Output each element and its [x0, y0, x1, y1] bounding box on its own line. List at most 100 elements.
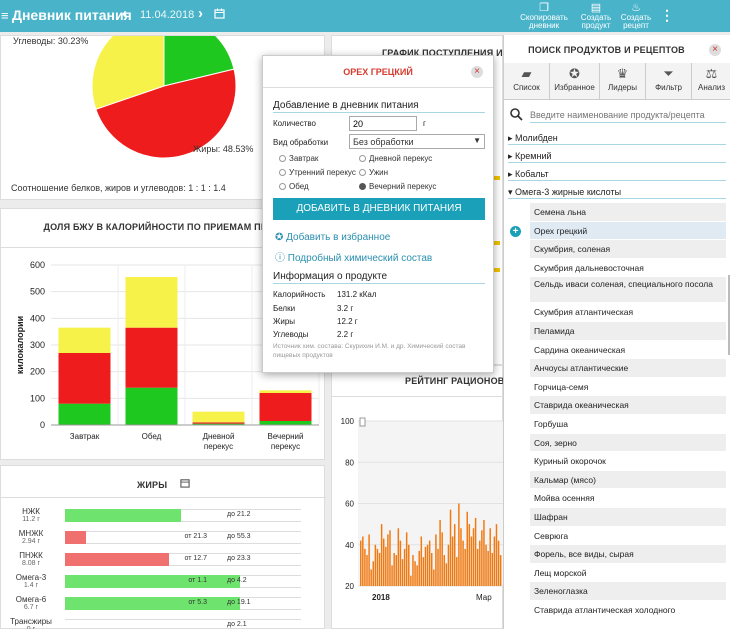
product-item[interactable]: Пеламида	[530, 322, 726, 341]
rating-bar	[378, 553, 381, 586]
fat-to: до 55.3	[227, 533, 251, 540]
fat-label: Жиры	[273, 317, 296, 326]
rating-title: Рейтинг рационов п	[405, 376, 514, 386]
product-item[interactable]: Кальмар (мясо)	[530, 470, 726, 490]
create-product-button[interactable]: ▤ Создать продукт	[576, 2, 616, 30]
rating-bar	[468, 524, 471, 586]
tab-filter[interactable]: ⏷ Фильтр	[646, 63, 692, 99]
product-item[interactable]: Анчоусы атлантические	[530, 359, 726, 378]
radio-icon	[279, 155, 286, 162]
product-item[interactable]: Соя, зерно	[530, 433, 726, 453]
menu-icon[interactable]: ≡	[1, 8, 9, 23]
product-item[interactable]: Куриный окорочок	[530, 452, 726, 471]
product-item[interactable]: Сельдь иваси соленая, специального посол…	[530, 277, 726, 304]
fat-row: Трансжиры0 г до 2.1	[1, 617, 326, 629]
product-item[interactable]: Скумбрия дальневосточная	[530, 259, 726, 278]
bar-segment-3-2	[259, 390, 312, 393]
category-item[interactable]: ▸ Молибден	[508, 131, 726, 145]
product-item[interactable]: Сардина океаническая	[530, 341, 726, 360]
popup-title: Орех грецкий	[263, 56, 493, 88]
category-item[interactable]: ▸ Кобальт	[508, 167, 726, 181]
product-item[interactable]: Горбуша	[530, 415, 726, 434]
calendar-icon[interactable]	[180, 479, 190, 490]
create-recipe-button[interactable]: ♨ Создать рецепт	[618, 2, 654, 30]
add-to-diary-button[interactable]: ДОБАВИТЬ В ДНЕВНИК ПИТАНИЯ	[273, 198, 485, 220]
x-tick-label: Завтрак	[70, 432, 100, 441]
processing-select[interactable]: Без обработки ▼	[349, 134, 485, 149]
product-item[interactable]: Скумбрия атлантическая	[530, 303, 726, 322]
rating-bar	[476, 548, 479, 586]
meal-radio-evening-snack[interactable]: Вечерний перекус	[359, 182, 436, 191]
fat-label: Жиры: 48.53%	[193, 144, 254, 154]
tab-favorites[interactable]: ✪ Избранное	[550, 63, 600, 99]
search-input[interactable]	[530, 107, 726, 123]
bar-segment-2-0	[192, 423, 245, 425]
rating-bar	[441, 532, 443, 586]
more-menu-icon[interactable]: ⋮	[660, 7, 674, 23]
tab-list[interactable]: ▰ Список	[504, 63, 550, 99]
close-icon[interactable]: ×	[471, 66, 483, 78]
meal-radio-morning-snack[interactable]: Утренний перекус	[279, 168, 356, 177]
divider	[1, 247, 326, 248]
current-date[interactable]: 11.04.2018	[140, 9, 195, 21]
quantity-input[interactable]	[349, 116, 417, 131]
meal-label: Ужин	[369, 168, 389, 177]
product-item[interactable]: Севрюга	[530, 527, 726, 546]
rating-bar	[393, 553, 395, 586]
rating-bar	[479, 540, 481, 586]
scrollbar[interactable]	[728, 275, 730, 355]
fat-name: Омега-6	[15, 595, 47, 604]
bar-segment-0-0	[58, 403, 111, 425]
product-item[interactable]: Шафран	[530, 508, 726, 527]
tab-analysis[interactable]: ⚖ Анализ	[692, 63, 730, 99]
product-item[interactable]: Скумбрия, соленая	[530, 240, 726, 259]
rating-bar	[382, 538, 385, 586]
rating-bar	[397, 528, 400, 586]
category-item[interactable]: ▾ Омега-3 жирные кислоты	[508, 185, 726, 199]
rating-bar	[431, 553, 433, 586]
rating-bar	[385, 546, 387, 586]
x-tick-label: перекус	[271, 442, 300, 451]
chevron-down-icon: ▼	[473, 136, 481, 145]
radio-checked-icon	[359, 183, 366, 190]
rating-bar	[368, 534, 370, 586]
tab-label: Избранное	[554, 83, 595, 92]
prev-day-button[interactable]: ‹	[122, 5, 127, 22]
calendar-icon[interactable]	[214, 8, 225, 22]
tab-leaders[interactable]: ♛ Лидеры	[600, 63, 646, 99]
next-day-button[interactable]: ›	[198, 5, 203, 22]
copy-diary-button[interactable]: ❐ Скопировать дневник	[516, 2, 572, 30]
product-item[interactable]: Семена льна	[530, 203, 726, 222]
y-tick-label: 300	[30, 340, 45, 350]
meal-radio-breakfast[interactable]: Завтрак	[279, 154, 318, 163]
chart-mark	[494, 268, 500, 272]
close-icon[interactable]: ×	[709, 44, 721, 56]
product-item[interactable]: Горчица-семя	[530, 378, 726, 397]
product-item[interactable]: Лещ морской	[530, 564, 726, 583]
product-item[interactable]: Ставрида атлантическая холодного	[530, 601, 726, 620]
meal-radio-afternoon-snack[interactable]: Дневной перекус	[359, 154, 432, 163]
add-section-title: Добавление в дневник питания	[273, 100, 485, 113]
product-item[interactable]: Ставрида океаническая	[530, 396, 726, 415]
range-handle[interactable]	[359, 417, 366, 427]
fat-amount: 11.2 г	[22, 516, 40, 523]
product-item[interactable]: Форель, все виды, сырая	[530, 545, 726, 564]
add-favorite-link[interactable]: ✪ Добавить в избранное	[275, 232, 390, 243]
chem-composition-link[interactable]: ⓘ Подробный химический состав	[275, 249, 432, 264]
rating-bar	[499, 555, 502, 586]
rating-bar	[412, 555, 414, 586]
radio-icon	[359, 155, 366, 162]
rating-bar	[401, 559, 404, 586]
meal-radio-dinner[interactable]: Ужин	[359, 168, 388, 177]
divider	[504, 99, 730, 100]
rating-bar	[387, 534, 389, 586]
add-icon[interactable]: +	[510, 225, 521, 237]
category-item[interactable]: ▸ Кремний	[508, 149, 726, 163]
meal-radio-lunch[interactable]: Обед	[279, 182, 309, 191]
product-item[interactable]: Орех грецкий	[530, 221, 726, 241]
product-item[interactable]: Мойва осенняя	[530, 489, 726, 508]
y-tick-label: 400	[30, 313, 45, 323]
product-item[interactable]: Зеленоглазка	[530, 582, 726, 601]
rating-bar	[443, 555, 446, 586]
divider	[332, 396, 504, 397]
